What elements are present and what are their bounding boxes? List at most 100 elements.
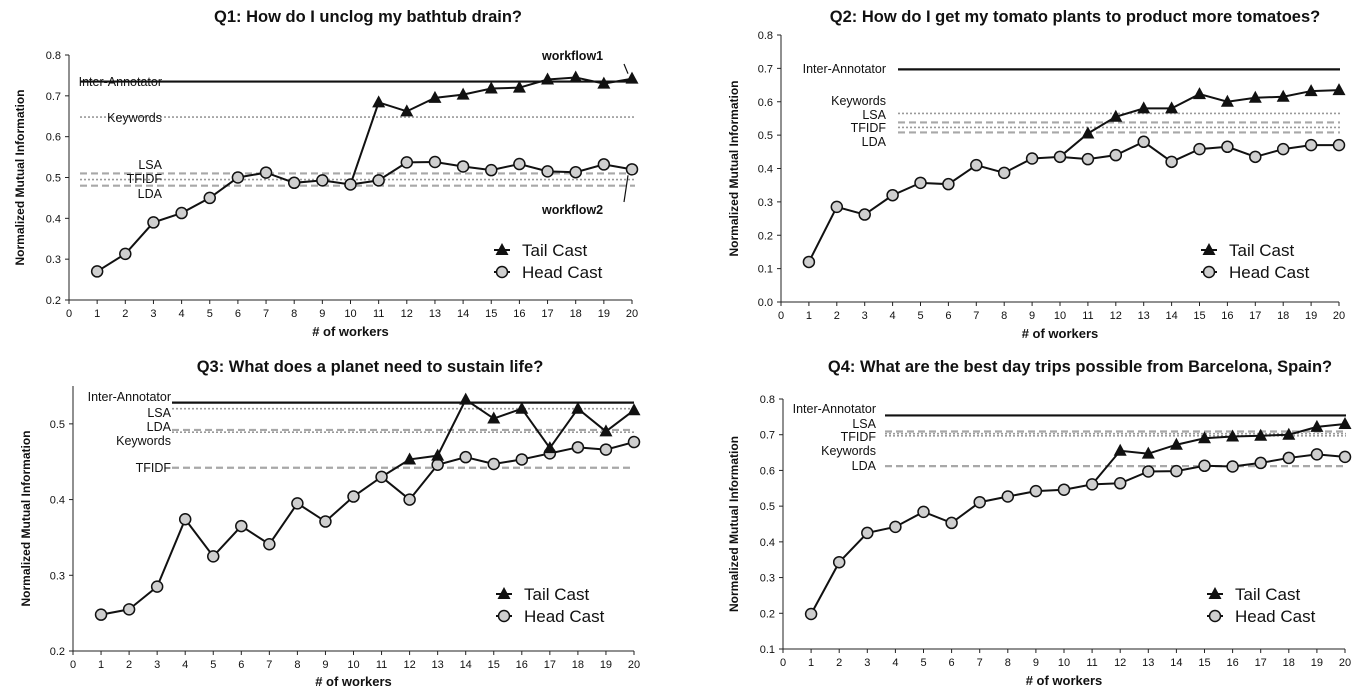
tail-cast-point [515,401,529,414]
head-cast-point [456,160,470,173]
x-tick-label: 6 [238,659,244,671]
y-axis-label: Normalized Mutual Information [727,436,741,612]
x-tick-label: 5 [917,310,923,322]
annotation-arrow [623,175,629,203]
y-tick-label: 0.3 [758,197,773,209]
y-tick-label: 0.8 [758,30,773,42]
y-tick-label: 0.3 [50,570,65,582]
tail-cast-point [484,81,498,94]
x-tick-label: 3 [864,657,870,669]
head-cast-point [122,603,136,616]
head-cast-point [119,247,132,261]
chart-panel-1: Q1: How do I unclog my bathtub drain?0 1 2… [13,8,639,339]
head-cast-point [459,450,472,464]
y-tick-label: 0.4 [760,537,775,549]
tail-cast-point [1141,446,1155,459]
y-tick-label: 0.6 [760,465,775,477]
head-cast-point [571,441,585,454]
reference-line-label: Keywords [107,111,162,125]
chart-legend: Tail Cast Head Cast [1207,585,1316,626]
y-tick-label: 0.5 [760,501,775,513]
x-tick-label: 7 [263,308,269,320]
head-cast-point [375,470,388,484]
tail-cast-point [487,411,501,424]
head-cast-point [178,513,192,526]
x-tick-label: 16 [513,308,525,320]
y-tick-label: 0.2 [50,646,65,658]
x-tick-label: 9 [1029,310,1035,322]
x-tick-label: 20 [1339,657,1351,669]
y-tick-label: 0.5 [50,419,65,431]
head-cast-point [1137,135,1150,149]
x-tick-label: 10 [1054,310,1066,322]
x-tick-label: 20 [1333,310,1345,322]
x-tick-label: 2 [126,659,132,671]
legend-triangle-icon [1202,243,1216,255]
legend-label: Tail Cast [522,241,587,260]
x-tick-label: 16 [1221,310,1233,322]
head-cast-point [625,163,639,176]
chart-title: Q3: What does a planet need to sustain l… [197,358,544,376]
x-tick-label: 15 [488,659,500,671]
legend-label: Head Cast [1229,263,1310,282]
x-tick-label: 18 [1283,657,1295,669]
x-tick-label: 0 [66,308,72,320]
x-tick-label: 9 [319,308,325,320]
x-tick-label: 15 [1198,657,1210,669]
head-cast-point [541,165,554,178]
series-line-tail-cast [1091,423,1346,485]
head-cast-point [231,171,245,184]
reference-line-label: TFIDF [136,461,172,475]
head-cast-point [973,495,986,509]
head-cast-point [802,255,816,269]
head-cast-point [90,265,104,278]
x-tick-label: 8 [1001,310,1007,322]
x-axis-label: # of workers [1026,673,1103,688]
x-tick-label: 2 [834,310,840,322]
head-cast-point [945,516,958,530]
x-tick-label: 3 [150,308,156,320]
head-cast-point [1057,483,1071,496]
x-tick-label: 14 [1170,657,1182,669]
legend-label: Head Cast [1235,607,1316,626]
chart-panel-2: Q2: How do I get my tomato plants to pro… [727,8,1346,341]
head-cast-point [485,163,498,177]
legend-label: Head Cast [522,263,603,282]
tail-cast-point [400,104,414,117]
head-cast-point [150,580,164,593]
legend-circle-icon [495,265,509,279]
reference-line-label: Keywords [116,434,171,448]
tail-cast-point [1276,89,1290,102]
head-cast-point [291,497,304,510]
head-cast-point [175,206,188,220]
head-cast-point [917,505,930,519]
tail-cast-point [1198,431,1211,444]
chart-legend: Tail Cast Head Cast [494,241,603,282]
head-cast-point [1276,142,1290,156]
x-tick-label: 13 [1142,657,1154,669]
reference-line-label: Inter-Annotator [79,75,162,89]
tail-cast-point [512,80,526,93]
head-cast-point [1304,138,1318,152]
tail-cast-point [403,452,417,465]
tail-cast-point [1137,101,1151,114]
head-cast-point [1221,140,1234,154]
head-cast-point [372,174,385,187]
y-tick-label: 0.8 [760,394,775,406]
head-cast-point [942,177,955,191]
head-cast-point [830,200,844,214]
annotation-arrow [623,63,629,74]
tail-cast-point [1193,87,1206,100]
x-tick-label: 9 [322,659,328,671]
chart-panel-4: Q4: What are the best day trips possible… [727,358,1352,688]
tail-cast-point [597,76,611,89]
x-tick-label: 8 [291,308,297,320]
tail-cast-point [1282,427,1296,440]
x-tick-label: 12 [1114,657,1126,669]
head-cast-point [1113,477,1127,490]
tail-cast-point [1332,83,1346,96]
legend-label: Head Cast [524,607,605,626]
x-tick-label: 15 [1193,310,1205,322]
y-tick-label: 0.5 [758,130,773,142]
tail-cast-point [1113,443,1127,456]
